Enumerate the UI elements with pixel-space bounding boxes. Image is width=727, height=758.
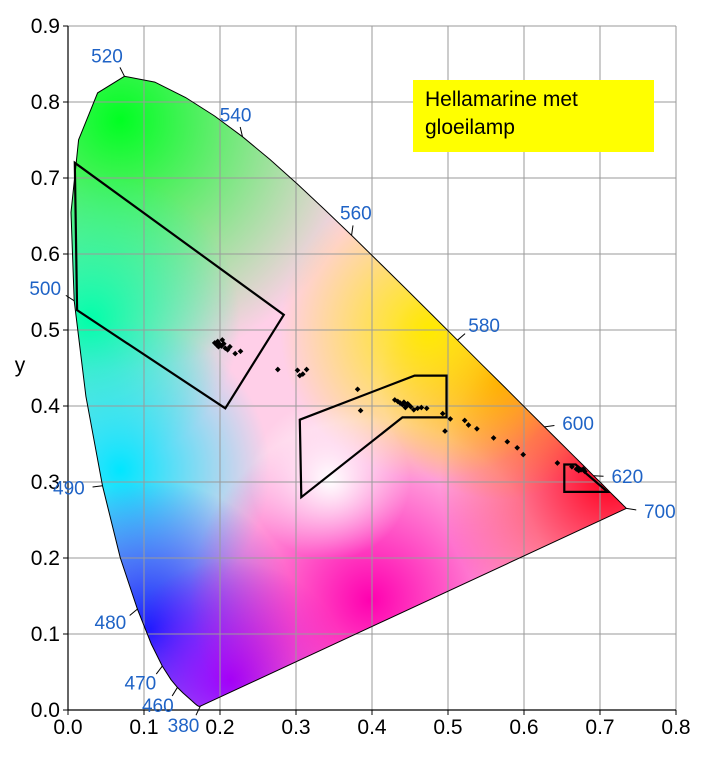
wavelength-label: 600 bbox=[562, 414, 594, 435]
wavelength-tick bbox=[119, 67, 125, 77]
data-point bbox=[442, 428, 448, 434]
x-axis-ticks: 0.0 0.1 0.2 0.3 0.4 0.5 0.6 0.7 0.8 bbox=[53, 710, 691, 739]
region-green bbox=[73, 160, 286, 410]
data-point bbox=[274, 366, 281, 373]
wavelength-ticks bbox=[65, 67, 637, 716]
x-tick-label: 0.5 bbox=[433, 716, 462, 739]
x-axis-label: x bbox=[367, 754, 378, 758]
data-point bbox=[465, 422, 472, 428]
data-point bbox=[418, 404, 425, 411]
data-point bbox=[303, 366, 310, 373]
data-point bbox=[504, 438, 511, 445]
data-point bbox=[569, 463, 575, 470]
y-tick-label: 0.8 bbox=[31, 91, 60, 114]
wavelength-tick bbox=[593, 475, 604, 477]
x-tick-label: 0.1 bbox=[129, 716, 158, 739]
wavelength-tick bbox=[626, 507, 637, 511]
data-point bbox=[461, 417, 468, 424]
data-point bbox=[575, 467, 582, 474]
data-point bbox=[447, 416, 454, 422]
wavelength-label: 500 bbox=[29, 279, 61, 300]
wavelength-label: 580 bbox=[468, 316, 500, 337]
wavelength-label: 520 bbox=[91, 47, 123, 68]
data-point bbox=[354, 386, 361, 393]
y-tick-label: 0.1 bbox=[31, 623, 60, 646]
wavelength-tick bbox=[195, 705, 201, 716]
y-tick-label: 0.0 bbox=[31, 699, 60, 722]
wavelength-label: 560 bbox=[340, 204, 372, 225]
wavelength-label: 620 bbox=[611, 467, 643, 488]
wavelength-label: 460 bbox=[142, 696, 174, 717]
data-point bbox=[227, 343, 233, 350]
data-point bbox=[554, 460, 561, 466]
wavelength-label: 470 bbox=[125, 674, 157, 695]
data-point bbox=[423, 405, 430, 412]
y-tick-label: 0.4 bbox=[31, 395, 61, 418]
wavelength-tick bbox=[457, 333, 466, 341]
data-point bbox=[581, 468, 588, 475]
data-point bbox=[490, 435, 497, 441]
spectral-locus-outline bbox=[70, 75, 628, 707]
data-point bbox=[439, 410, 446, 417]
region-white bbox=[298, 374, 448, 500]
wavelength-tick bbox=[171, 687, 178, 697]
data-point bbox=[237, 348, 244, 355]
data-point bbox=[232, 350, 239, 357]
annotation-box: Hellamarine met gloeilamp bbox=[413, 80, 654, 152]
wavelength-tick bbox=[351, 225, 354, 236]
wavelength-label: 480 bbox=[95, 613, 127, 634]
y-tick-label: 0.6 bbox=[31, 243, 60, 266]
y-tick-label: 0.2 bbox=[31, 547, 60, 570]
x-tick-label: 0.7 bbox=[585, 716, 614, 739]
wavelength-tick bbox=[129, 608, 138, 616]
wavelength-tick bbox=[155, 665, 163, 675]
data-point bbox=[357, 407, 364, 414]
wavelength-label: 380 bbox=[168, 716, 200, 737]
wavelength-label: 490 bbox=[53, 478, 85, 499]
data-point bbox=[402, 404, 409, 411]
data-point bbox=[407, 403, 414, 410]
y-tick-label: 0.5 bbox=[31, 319, 60, 342]
x-tick-label: 0.4 bbox=[357, 716, 387, 739]
wavelength-label: 700 bbox=[644, 502, 676, 523]
data-point bbox=[474, 425, 480, 432]
x-tick-label: 0.8 bbox=[661, 716, 690, 739]
y-tick-label: 0.9 bbox=[31, 15, 60, 38]
x-tick-label: 0.2 bbox=[205, 716, 234, 739]
data-point bbox=[294, 367, 301, 374]
wavelength-tick bbox=[544, 424, 555, 428]
y-tick-label: 0.3 bbox=[31, 471, 60, 494]
x-tick-label: 0.0 bbox=[53, 716, 82, 739]
annotation-text: Hellamarine met gloeilamp bbox=[425, 88, 578, 139]
data-point bbox=[520, 451, 527, 458]
wavelength-tick bbox=[239, 126, 243, 137]
measurement-points bbox=[211, 337, 588, 475]
data-point bbox=[299, 371, 306, 377]
y-tick-label: 0.7 bbox=[31, 167, 60, 190]
x-tick-label: 0.3 bbox=[281, 716, 310, 739]
y-axis-label: y bbox=[15, 354, 26, 377]
data-point bbox=[414, 405, 421, 412]
y-axis-ticks: 0.0 0.1 0.2 0.3 0.4 0.5 0.6 0.7 0.8 0.9 bbox=[31, 15, 68, 722]
wavelength-tick bbox=[65, 294, 75, 302]
data-point bbox=[214, 342, 220, 349]
data-point bbox=[514, 444, 521, 451]
data-point bbox=[219, 337, 226, 343]
wavelength-tick bbox=[92, 485, 103, 488]
wavelength-label: 540 bbox=[220, 105, 252, 126]
x-tick-label: 0.6 bbox=[509, 716, 538, 739]
